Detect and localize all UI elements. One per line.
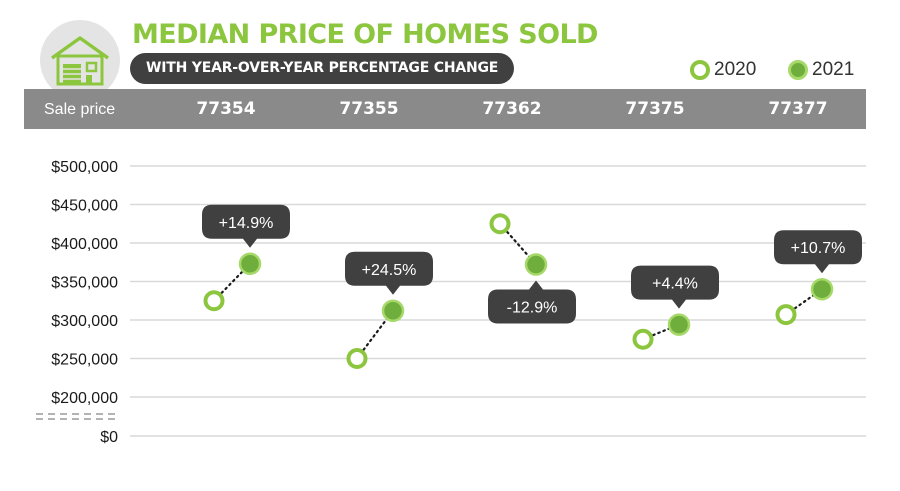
zip-label-77377: 77377 (768, 99, 828, 119)
point-2020 (346, 348, 368, 369)
y-tick-label: $200,000 (51, 390, 118, 407)
point-2020 (632, 328, 654, 350)
point-2021 (524, 253, 548, 276)
legend-label-2021: 2021 (812, 59, 855, 80)
house-icon (50, 36, 110, 86)
y-tick-label: $500,000 (51, 159, 118, 176)
legend-swatch-2021 (788, 60, 808, 80)
change-callout (631, 265, 719, 309)
house-icon-badge (40, 20, 120, 100)
y-tick-label: $400,000 (51, 236, 118, 253)
point-2021 (667, 313, 691, 336)
point-2020 (489, 213, 511, 235)
change-callout (488, 280, 576, 324)
y-tick-label: $250,000 (51, 352, 118, 369)
y-tick-label: $0 (100, 429, 118, 446)
sale-price-label: Sale price (44, 101, 116, 118)
zip-header-band: Sale price 77354 77355 77362 77375 77377 (24, 89, 866, 129)
legend-label-2020: 2020 (714, 59, 757, 80)
y-tick-label: $300,000 (51, 313, 118, 330)
chart-title: MEDIAN PRICE OF HOMES SOLD (132, 19, 598, 50)
zip-label-77362: 77362 (482, 99, 542, 119)
point-2021 (810, 277, 834, 301)
change-label: +4.4% (652, 276, 698, 293)
change-label: +10.7% (791, 240, 846, 257)
point-2020 (775, 304, 797, 326)
change-label: +14.9% (219, 215, 274, 232)
change-callout (202, 204, 290, 248)
chart-subtitle: WITH YEAR-OVER-YEAR PERCENTAGE CHANGE (130, 53, 515, 84)
point-2021 (381, 299, 405, 323)
y-tick-label: $450,000 (51, 198, 118, 215)
zip-label-77375: 77375 (625, 99, 685, 119)
point-2020 (203, 290, 225, 312)
point-2021 (238, 252, 262, 276)
zip-label-77355: 77355 (339, 99, 399, 119)
change-callout (345, 251, 433, 295)
change-callout (774, 230, 862, 274)
change-label: -12.9% (507, 300, 558, 317)
change-label: +24.5% (362, 262, 417, 279)
y-tick-label: $350,000 (51, 275, 118, 292)
legend-swatch-2020 (690, 60, 710, 80)
zip-label-77354: 77354 (196, 99, 256, 119)
